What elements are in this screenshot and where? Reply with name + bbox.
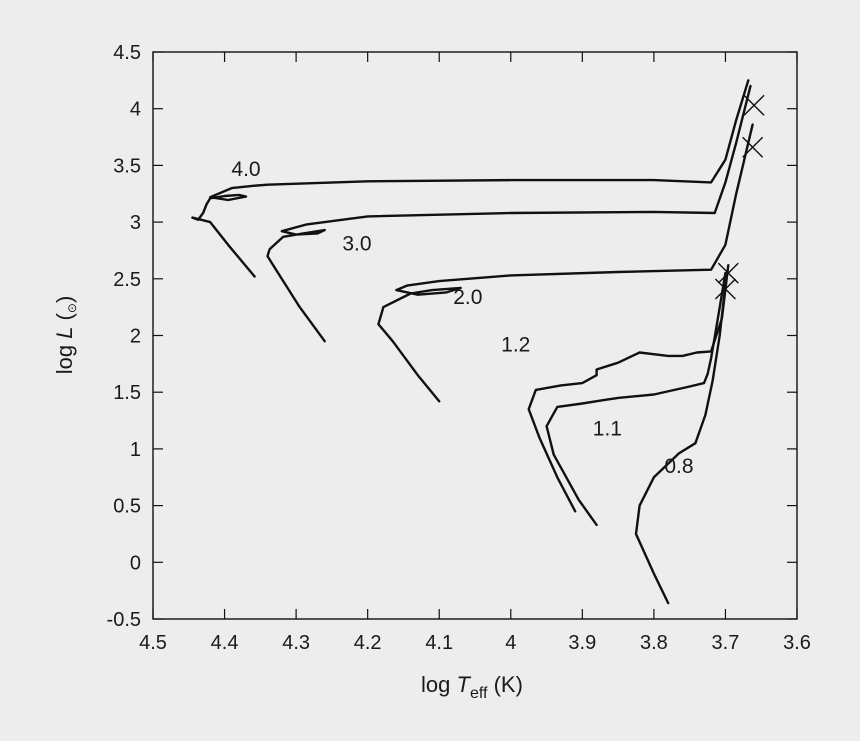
track-2-0: [377, 123, 754, 403]
x-tick-label: 4.4: [211, 632, 239, 654]
y-tick-label: 1: [130, 439, 141, 461]
x-axis-symbol: T: [457, 672, 472, 697]
x-tick-label: 4.2: [354, 632, 382, 654]
evolution-tracks: [191, 79, 754, 605]
track-3-0: [266, 84, 752, 343]
mass-label-1-1: 1.1: [593, 417, 622, 440]
track-0-8: [634, 283, 727, 605]
plot-frame: [152, 51, 798, 620]
y-tick-label: 3.5: [113, 155, 141, 177]
end-marker: [714, 278, 736, 300]
y-axis-symbol: L: [52, 327, 77, 339]
mass-label-2-0: 2.0: [453, 286, 482, 309]
x-axis-label: log Teff (K): [421, 672, 523, 702]
x-tick-label: 4: [505, 632, 516, 654]
track-1-1: [545, 271, 727, 527]
x-tick-label: 3.8: [640, 632, 668, 654]
end-marker: [743, 94, 765, 116]
mass-label-4-0: 4.0: [231, 158, 260, 181]
x-tick-labels: 4.5 4.4 4.3 4.2 4.1 4 3.9 3.8 3.7 3.6: [139, 632, 811, 654]
y-tick-label: 0: [130, 552, 141, 574]
mass-label-1-2: 1.2: [501, 334, 530, 357]
y-axis-label: log L (⊙): [52, 296, 79, 375]
x-tick-label: 3.7: [712, 632, 740, 654]
y-tick-labels: -0.5 0 0.5 1 1.5 2 2.5 3 3.5 4 4.5: [107, 42, 141, 631]
end-marker: [742, 136, 764, 158]
x-tick-label: 4.3: [282, 632, 310, 654]
track-4-0: [191, 79, 750, 278]
track-1-2: [527, 264, 730, 513]
mass-label-0-8: 0.8: [664, 455, 693, 478]
y-axis-subscript: ⊙: [65, 303, 79, 313]
x-tick-label: 3.6: [783, 632, 811, 654]
y-tick-label: 2: [130, 326, 141, 348]
axis-ticks: [152, 51, 798, 620]
end-markers: [714, 94, 765, 300]
mass-labels: 4.0 3.0 2.0 1.2 1.1 0.8: [231, 158, 693, 478]
y-tick-label: -0.5: [107, 609, 141, 631]
x-tick-label: 4.5: [139, 632, 167, 654]
x-axis-subscript: eff: [470, 685, 488, 702]
mass-label-3-0: 3.0: [342, 233, 371, 256]
x-tick-label: 4.1: [425, 632, 453, 654]
y-tick-label: 0.5: [113, 496, 141, 518]
y-tick-label: 3: [130, 212, 141, 234]
y-tick-label: 2.5: [113, 269, 141, 291]
y-tick-label: 1.5: [113, 382, 141, 404]
y-tick-label: 4.5: [113, 42, 141, 64]
x-tick-label: 3.9: [568, 632, 596, 654]
y-tick-label: 4: [130, 99, 141, 121]
